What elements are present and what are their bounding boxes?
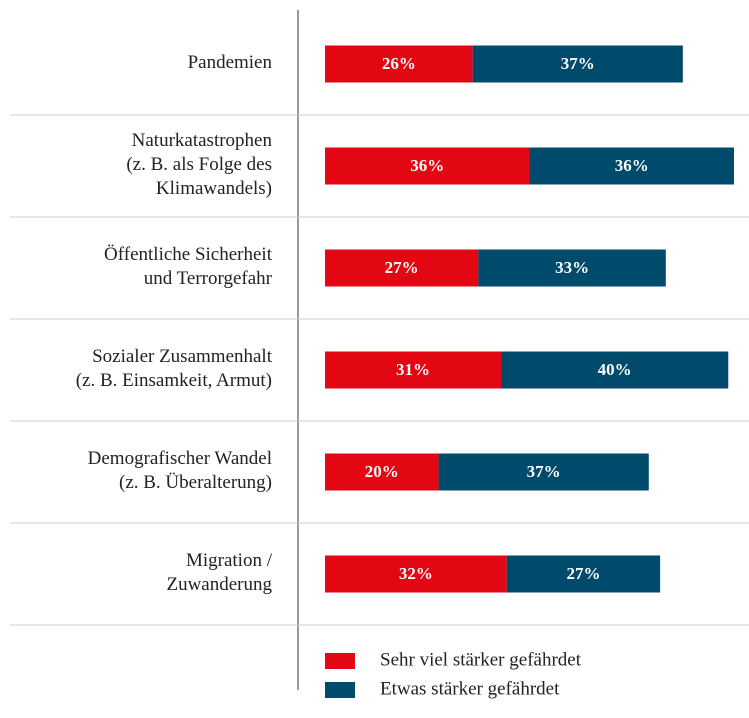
value-label: 26% <box>382 54 416 73</box>
legend-label: Etwas stärker gefährdet <box>380 678 560 699</box>
bar-segment <box>529 147 734 185</box>
category-label: Öffentliche Sicherheit und Terrorgefahr <box>104 244 273 289</box>
bar-segment <box>325 249 479 287</box>
bar-segment <box>325 351 502 389</box>
bar-segment <box>325 147 530 185</box>
legend-swatch <box>325 682 355 698</box>
category-label: Sozialer Zusammenhalt (z. B. Einsamkeit, … <box>76 346 273 391</box>
legend-swatch <box>325 653 355 669</box>
bar-segment <box>472 45 683 83</box>
bar-segment <box>325 45 473 83</box>
value-label: 37% <box>561 54 595 73</box>
value-label: 27% <box>385 258 419 277</box>
legend-label: Sehr viel stärker gefährdet <box>380 649 582 670</box>
bar-segment <box>501 351 729 389</box>
value-label: 36% <box>615 156 649 175</box>
value-label: 40% <box>598 360 632 379</box>
category-label: Pandemien <box>188 52 273 73</box>
bar-segment <box>325 555 507 593</box>
bar-segment <box>438 453 649 491</box>
value-label: 31% <box>396 360 430 379</box>
bar-segment <box>506 555 661 593</box>
value-label: 36% <box>410 156 444 175</box>
value-label: 27% <box>566 564 600 583</box>
value-label: 32% <box>399 564 433 583</box>
value-label: 20% <box>365 462 399 481</box>
bar-segment <box>478 249 666 287</box>
bar-segment <box>325 453 439 491</box>
category-label: Migration / Zuwanderung <box>166 550 272 595</box>
value-label: 37% <box>527 462 561 481</box>
category-label: Naturkatastrophen (z. B. als Folge des Kli… <box>126 130 272 199</box>
category-label: Demografischer Wandel (z. B. Überalterung… <box>88 448 272 493</box>
value-label: 33% <box>555 258 589 277</box>
